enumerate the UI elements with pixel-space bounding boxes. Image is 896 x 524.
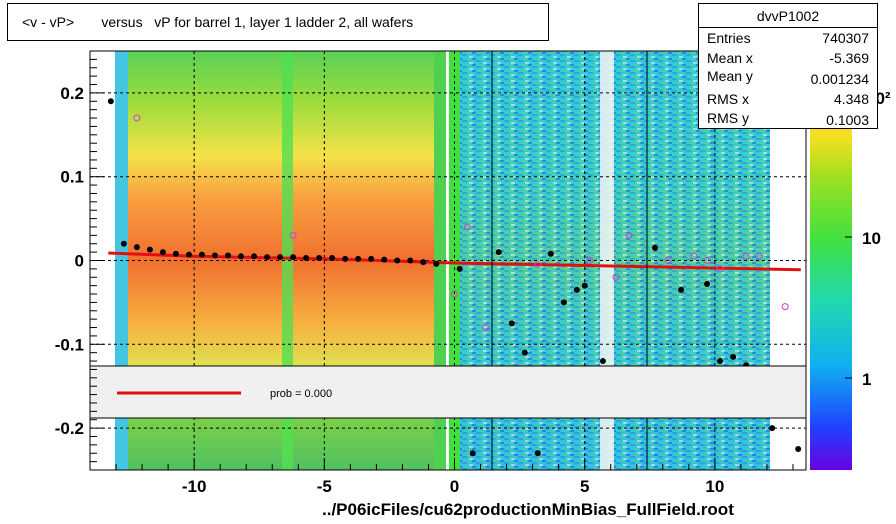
x-tick-label: -5 — [317, 477, 332, 496]
open-point — [133, 114, 141, 122]
stats-label: RMS x — [707, 91, 749, 107]
stats-value: 0.001234 — [810, 71, 869, 87]
open-point — [664, 257, 672, 264]
profile-point — [342, 255, 349, 262]
profile-point — [433, 260, 440, 267]
x-tick-label: 0 — [450, 477, 459, 496]
open-point — [451, 290, 459, 298]
fit-line — [108, 251, 801, 272]
profile-point — [120, 240, 127, 247]
open-point — [742, 252, 750, 260]
stats-row: RMS y 0.1003 — [707, 110, 869, 130]
profile-point — [146, 246, 153, 253]
x-tick-label: 5 — [580, 477, 589, 496]
x-tick-label: -10 — [182, 477, 207, 496]
profile-point — [730, 353, 737, 360]
profile-point — [329, 254, 336, 261]
stats-box: dvvP1002 Entries 740307 Mean x -5.369 Me… — [698, 3, 878, 129]
chart-title: <v - vP> versus vP for barrel 1, layer 1… — [22, 14, 414, 30]
stats-label: Entries — [707, 30, 751, 46]
y-tick-label: 0 — [75, 252, 84, 271]
open-point — [716, 265, 724, 273]
legend-text: prob = 0.000 — [270, 388, 332, 400]
stats-row: RMS x 4.348 — [707, 91, 869, 111]
profile-point — [456, 265, 463, 272]
profile-point — [185, 251, 192, 258]
profile-point — [717, 358, 724, 365]
open-point — [586, 257, 594, 264]
heatmap-stripe — [282, 51, 293, 470]
footer-filename: ../P06icFiles/cu62productionMinBias_Full… — [322, 500, 734, 519]
profile-point — [521, 349, 528, 356]
stats-row: Mean y 0.001234 — [707, 68, 869, 88]
profile-point — [547, 250, 554, 257]
stats-row: Mean x -5.369 — [707, 50, 869, 70]
profile-point — [368, 255, 375, 262]
x-tick-label: 10 — [705, 477, 724, 496]
profile-point — [133, 244, 140, 251]
open-point — [534, 261, 542, 269]
profile-point — [534, 450, 541, 457]
colorbar-label-10: 10 — [862, 229, 881, 248]
stats-row: Entries 740307 — [707, 30, 869, 50]
profile-point — [495, 249, 502, 256]
stats-value: -5.369 — [829, 50, 869, 66]
y-tick-label: 0.1 — [60, 168, 84, 187]
colorbar-label-1: 1 — [862, 370, 871, 389]
y-tick-label: -0.1 — [55, 335, 84, 354]
stats-title: dvvP1002 — [756, 8, 820, 24]
y-tick-label: -0.2 — [55, 419, 84, 438]
profile-point — [290, 254, 297, 261]
profile-point — [303, 254, 310, 261]
stats-value: 740307 — [822, 30, 869, 46]
profile-point — [224, 252, 231, 259]
profile-point — [381, 256, 388, 263]
open-point — [703, 257, 711, 264]
profile-point — [355, 255, 362, 262]
profile-point — [795, 446, 802, 453]
chart-title-box: <v - vP> versus vP for barrel 1, layer 1… — [7, 3, 549, 41]
open-point — [690, 252, 698, 260]
open-point — [755, 252, 763, 260]
open-point — [482, 324, 490, 332]
profile-point — [316, 254, 323, 261]
profile-point — [573, 286, 580, 293]
open-point — [612, 273, 620, 281]
open-point — [464, 223, 472, 231]
profile-point — [769, 425, 776, 432]
legend: prob = 0.000 — [89, 365, 807, 419]
profile-point — [560, 299, 567, 306]
axes: -10 -5 0 5 10 -0.2 -0.1 0 0.1 0.2 — [55, 50, 794, 496]
profile-point — [211, 252, 218, 259]
open-point — [289, 231, 297, 239]
profile-point — [651, 244, 658, 251]
stats-label: RMS y — [707, 110, 749, 126]
stats-label: Mean y — [707, 68, 753, 84]
profile-point — [172, 250, 179, 257]
profile-point — [678, 286, 685, 293]
profile-point — [508, 320, 515, 327]
profile-point — [198, 251, 205, 258]
stats-value: 4.348 — [833, 91, 869, 107]
profile-point — [407, 257, 414, 264]
stats-label: Mean x — [707, 50, 753, 66]
profile-point — [599, 358, 606, 365]
heatmap-stripe-zero-b — [449, 51, 460, 470]
profile-point — [581, 282, 588, 289]
profile-point — [704, 280, 711, 287]
profile-point — [277, 254, 284, 261]
profile-point — [238, 253, 245, 260]
profile-point — [107, 98, 114, 105]
profile-point — [469, 450, 476, 457]
profile-point — [420, 259, 427, 266]
stats-value: 0.1003 — [826, 112, 869, 128]
profile-point — [264, 254, 271, 261]
open-point — [625, 231, 633, 239]
profile-point — [251, 253, 258, 260]
profile-point — [394, 257, 401, 264]
y-tick-label: 0.2 — [60, 84, 84, 103]
open-point — [781, 303, 789, 311]
profile-point — [159, 249, 166, 256]
